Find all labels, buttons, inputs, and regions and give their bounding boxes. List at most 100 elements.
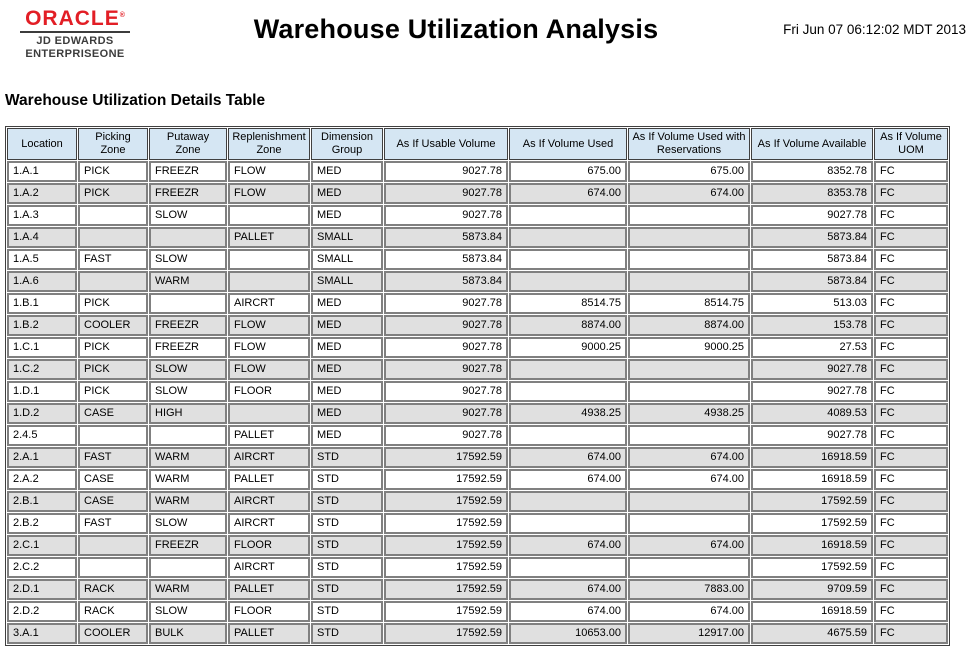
table-cell bbox=[509, 381, 627, 402]
table-cell: FLOOR bbox=[228, 535, 310, 556]
table-cell bbox=[78, 205, 148, 226]
table-cell: SLOW bbox=[149, 513, 227, 534]
table-cell bbox=[509, 425, 627, 446]
table-cell: 2.A.1 bbox=[7, 447, 77, 468]
table-cell: 1.D.1 bbox=[7, 381, 77, 402]
table-cell bbox=[149, 227, 227, 248]
table-cell: 4938.25 bbox=[509, 403, 627, 424]
table-cell: 674.00 bbox=[628, 183, 750, 204]
table-cell bbox=[228, 403, 310, 424]
table-cell: AIRCRT bbox=[228, 447, 310, 468]
table-cell bbox=[628, 513, 750, 534]
table-cell: 9027.78 bbox=[384, 205, 508, 226]
table-cell: 674.00 bbox=[628, 469, 750, 490]
table-cell bbox=[509, 227, 627, 248]
table-cell: 16918.59 bbox=[751, 447, 873, 468]
table-cell: FC bbox=[874, 513, 948, 534]
table-cell: 9027.78 bbox=[751, 425, 873, 446]
table-cell: 17592.59 bbox=[384, 601, 508, 622]
table-cell: 674.00 bbox=[509, 447, 627, 468]
column-header-volume-used-with-reservations: As If Volume Used with Reservations bbox=[628, 128, 750, 160]
report-page: ORACLE® JD EDWARDS ENTERPRISEONE Warehou… bbox=[5, 5, 966, 646]
table-cell: 17592.59 bbox=[384, 557, 508, 578]
table-cell bbox=[509, 249, 627, 270]
table-cell: 5873.84 bbox=[751, 249, 873, 270]
table-cell bbox=[628, 227, 750, 248]
table-cell: SLOW bbox=[149, 359, 227, 380]
table-cell: PICK bbox=[78, 359, 148, 380]
column-header-volume-uom: As If Volume UOM bbox=[874, 128, 948, 160]
table-cell: 17592.59 bbox=[751, 491, 873, 512]
table-header-row: Location Picking Zone Putaway Zone Reple… bbox=[7, 128, 948, 160]
table-cell bbox=[628, 359, 750, 380]
table-cell: AIRCRT bbox=[228, 557, 310, 578]
table-row: 2.C.1 FREEZR FLOOR STD 17592.59 674.00 674.00 1… bbox=[7, 535, 948, 556]
table-cell: 9027.78 bbox=[384, 359, 508, 380]
table-cell: 17592.59 bbox=[384, 535, 508, 556]
table-cell: 8874.00 bbox=[628, 315, 750, 336]
column-header-location: Location bbox=[7, 128, 77, 160]
table-cell bbox=[628, 381, 750, 402]
table-cell: PALLET bbox=[228, 469, 310, 490]
table-row: 1.A.6 WARM SMALL 5873.84 5873.84 FC bbox=[7, 271, 948, 292]
table-cell bbox=[228, 205, 310, 226]
utilization-details-table: Location Picking Zone Putaway Zone Reple… bbox=[5, 126, 950, 646]
table-cell: MED bbox=[311, 183, 383, 204]
table-cell: 674.00 bbox=[628, 447, 750, 468]
table-cell: 1.A.1 bbox=[7, 161, 77, 182]
table-cell bbox=[628, 425, 750, 446]
table-cell: CASE bbox=[78, 491, 148, 512]
table-cell: FLOW bbox=[228, 161, 310, 182]
table-cell: PICK bbox=[78, 161, 148, 182]
column-header-volume-used: As If Volume Used bbox=[509, 128, 627, 160]
table-cell: MED bbox=[311, 403, 383, 424]
table-cell: RACK bbox=[78, 579, 148, 600]
table-cell: 5873.84 bbox=[751, 271, 873, 292]
table-cell: 9000.25 bbox=[628, 337, 750, 358]
table-cell: BULK bbox=[149, 623, 227, 644]
table-cell: 9027.78 bbox=[384, 403, 508, 424]
table-cell: FC bbox=[874, 557, 948, 578]
table-cell: FAST bbox=[78, 447, 148, 468]
table-cell: 17592.59 bbox=[751, 513, 873, 534]
table-row: 1.B.1 PICK AIRCRT MED 9027.78 8514.75 8514.75 5… bbox=[7, 293, 948, 314]
table-cell: FLOW bbox=[228, 337, 310, 358]
table-cell: 17592.59 bbox=[384, 469, 508, 490]
table-cell: 5873.84 bbox=[751, 227, 873, 248]
table-row: 2.B.2 FAST SLOW AIRCRT STD 17592.59 17592.59 FC bbox=[7, 513, 948, 534]
table-cell: AIRCRT bbox=[228, 293, 310, 314]
table-cell: 8514.75 bbox=[628, 293, 750, 314]
table-cell: FC bbox=[874, 491, 948, 512]
table-cell: 9027.78 bbox=[751, 359, 873, 380]
table-cell: 16918.59 bbox=[751, 469, 873, 490]
table-cell: 5873.84 bbox=[384, 249, 508, 270]
table-cell bbox=[228, 249, 310, 270]
table-cell: 9000.25 bbox=[509, 337, 627, 358]
table-cell: FREEZR bbox=[149, 535, 227, 556]
table-cell: FLOOR bbox=[228, 381, 310, 402]
table-cell: 1.A.4 bbox=[7, 227, 77, 248]
table-cell: 1.D.2 bbox=[7, 403, 77, 424]
table-row: 1.A.5 FAST SLOW SMALL 5873.84 5873.84 FC bbox=[7, 249, 948, 270]
table-cell: PALLET bbox=[228, 579, 310, 600]
table-cell: 8874.00 bbox=[509, 315, 627, 336]
table-cell: 9027.78 bbox=[384, 381, 508, 402]
table-cell: FC bbox=[874, 249, 948, 270]
table-cell: FC bbox=[874, 601, 948, 622]
table-cell: 16918.59 bbox=[751, 601, 873, 622]
table-cell: 2.4.5 bbox=[7, 425, 77, 446]
table-cell: 2.C.1 bbox=[7, 535, 77, 556]
table-cell: SMALL bbox=[311, 249, 383, 270]
table-cell: FLOW bbox=[228, 315, 310, 336]
oracle-jde-logo: ORACLE® JD EDWARDS ENTERPRISEONE bbox=[14, 5, 136, 61]
table-cell: 17592.59 bbox=[384, 491, 508, 512]
table-row: 1.B.2 COOLER FREEZR FLOW MED 9027.78 8874.00 88… bbox=[7, 315, 948, 336]
table-cell: SLOW bbox=[149, 249, 227, 270]
table-cell: FLOW bbox=[228, 359, 310, 380]
table-cell: FC bbox=[874, 579, 948, 600]
table-cell: MED bbox=[311, 293, 383, 314]
table-cell: FC bbox=[874, 623, 948, 644]
table-cell: COOLER bbox=[78, 315, 148, 336]
table-cell bbox=[509, 205, 627, 226]
table-cell: 4938.25 bbox=[628, 403, 750, 424]
